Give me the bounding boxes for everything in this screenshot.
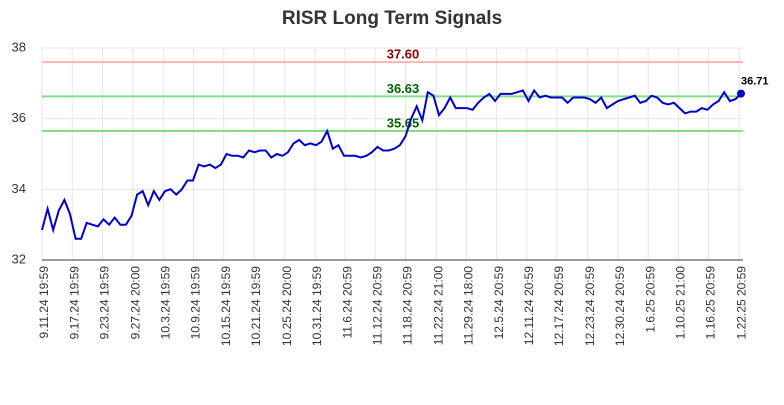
reference-label: 37.60 (387, 47, 420, 62)
y-tick-label: 32 (12, 251, 26, 266)
x-tick-label: 9.17.24 19:59 (67, 266, 81, 340)
x-tick-label: 11.29.24 18:00 (462, 266, 476, 346)
x-tick-label: 9.23.24 19:59 (98, 266, 112, 340)
x-tick-label: 10.15.24 19:59 (219, 266, 233, 346)
x-tick-label: 1.22.25 20:59 (734, 266, 748, 340)
x-tick-label: 10.25.24 20:00 (280, 266, 294, 346)
x-tick-label: 12.5.24 20:59 (492, 266, 506, 340)
x-tick-label: 11.18.24 20:59 (401, 266, 415, 346)
x-tick-label: 1.10.25 21:00 (674, 266, 688, 340)
x-tick-label: 11.22.24 21:00 (431, 266, 445, 346)
x-tick-label: 10.3.24 19:59 (159, 266, 173, 340)
x-tick-label: 1.6.25 20:59 (643, 266, 657, 333)
x-tick-label: 9.27.24 20:00 (128, 266, 142, 340)
x-tick-label: 10.31.24 19:59 (310, 266, 324, 346)
y-tick-label: 34 (12, 181, 26, 196)
x-tick-label: 12.11.24 20:59 (522, 266, 536, 346)
last-value-label: 36.71 (741, 75, 769, 87)
last-point (737, 89, 745, 98)
x-tick-label: 11.12.24 20:59 (370, 266, 384, 346)
x-tick-label: 12.17.24 20:59 (552, 266, 566, 346)
chart-title: RISR Long Term Signals (282, 8, 502, 29)
reference-label: 36.63 (387, 81, 420, 96)
y-tick-label: 36 (12, 110, 26, 125)
x-tick-label: 1.16.25 20:59 (704, 266, 718, 340)
x-tick-label: 12.30.24 20:59 (613, 266, 627, 346)
reference-label: 35.65 (387, 115, 420, 130)
x-tick-label: 10.21.24 19:59 (249, 266, 263, 346)
x-tick-label: 9.11.24 19:59 (37, 266, 51, 339)
x-tick-label: 12.23.24 20:59 (583, 266, 597, 346)
y-tick-label: 38 (12, 39, 26, 54)
x-tick-label: 10.9.24 19:59 (189, 266, 203, 340)
x-tick-label: 11.6.24 20:59 (340, 266, 354, 339)
price-line (41, 88, 742, 240)
